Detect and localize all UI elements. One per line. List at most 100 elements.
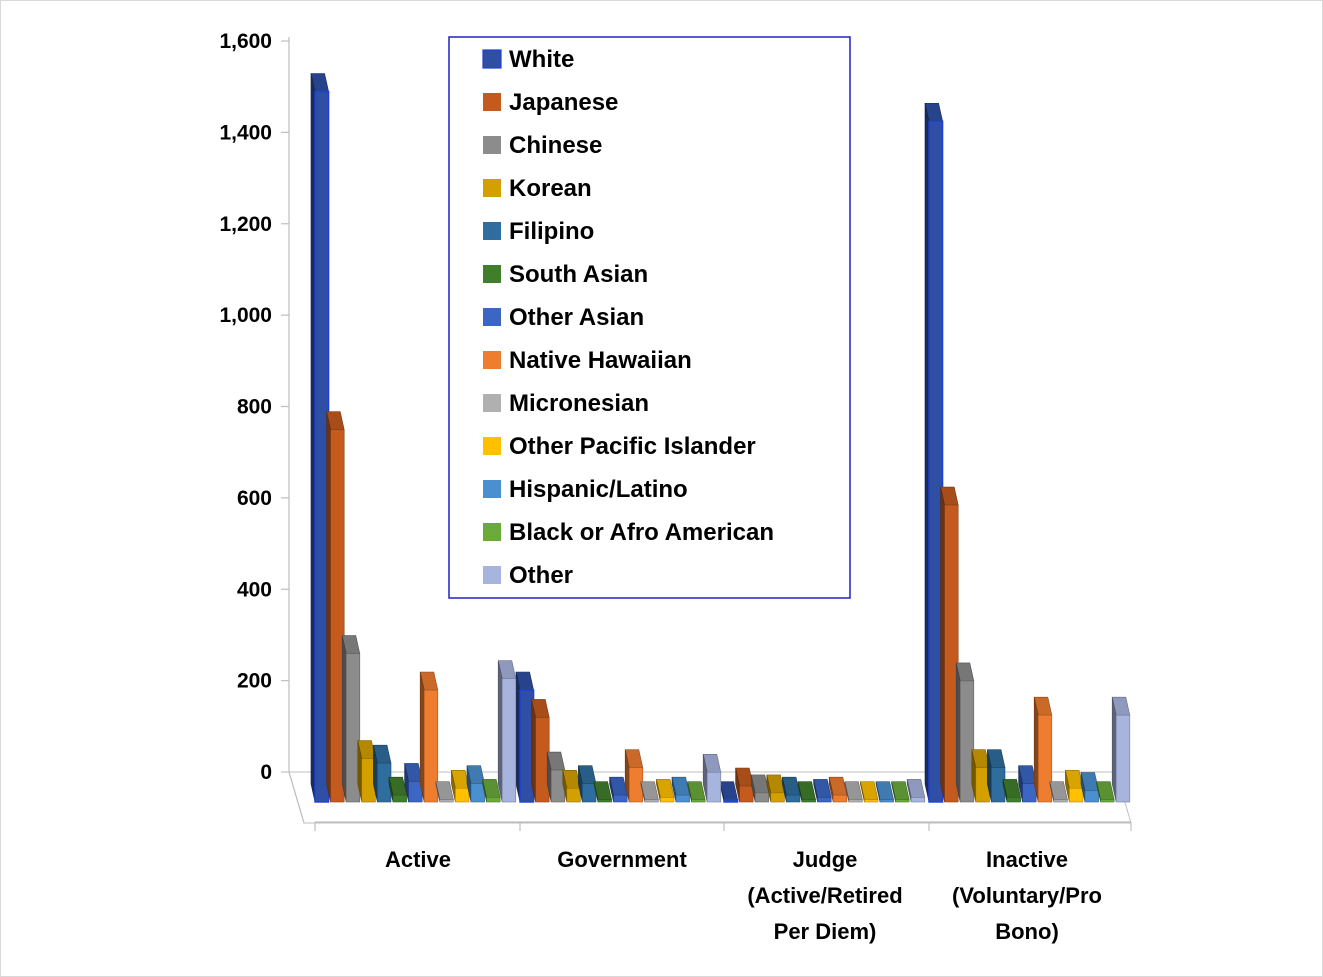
bar-front <box>1115 714 1131 803</box>
bar-front <box>910 797 926 803</box>
bar <box>940 486 959 803</box>
bar <box>1002 779 1021 803</box>
bar <box>593 781 612 803</box>
legend-swatch <box>483 308 501 326</box>
bar <box>451 769 470 803</box>
bar <box>955 662 975 803</box>
bar-front <box>1053 799 1068 803</box>
y-tick-label: 1,000 <box>219 304 272 327</box>
bar-side <box>940 486 945 803</box>
bar-side <box>341 635 347 803</box>
bar-front <box>928 120 944 803</box>
legend-swatch <box>482 49 502 69</box>
bar-front <box>770 792 785 803</box>
bar <box>750 774 770 803</box>
bar-side <box>955 662 961 803</box>
bar-front <box>470 783 485 803</box>
legend-swatch <box>483 523 501 541</box>
y-tick-label: 1,400 <box>219 121 272 144</box>
legend-swatch <box>483 566 501 584</box>
bar <box>373 744 392 803</box>
y-tick-label: 800 <box>237 396 272 419</box>
bar-front <box>1022 783 1037 803</box>
bar <box>466 765 485 803</box>
legend-label: Japanese <box>509 89 618 116</box>
bar <box>609 776 628 803</box>
bar-front <box>660 797 675 803</box>
bar-front <box>501 678 517 803</box>
legend-label: Filipino <box>509 218 594 245</box>
x-category-label: Government <box>557 847 687 872</box>
bar <box>578 765 597 803</box>
bar-front <box>330 429 345 803</box>
bar <box>860 781 879 803</box>
bar <box>828 776 848 803</box>
bar <box>435 781 454 803</box>
y-tick-label: 200 <box>237 670 272 693</box>
bar-side <box>1111 697 1117 803</box>
legend-label: Native Hawaiian <box>509 347 692 374</box>
bar-front <box>1084 790 1099 803</box>
bar <box>766 774 785 803</box>
x-category-label: Per Diem) <box>774 919 877 944</box>
bar-front <box>879 799 894 803</box>
bar <box>782 776 801 803</box>
bar <box>906 779 926 803</box>
bar <box>797 781 816 803</box>
legend-label: Micronesian <box>509 390 649 417</box>
bar-front <box>786 794 801 803</box>
legend-label: Black or Afro American <box>509 519 774 546</box>
bar-side <box>1033 697 1039 803</box>
legend-label: Other <box>509 562 573 589</box>
bar-side <box>497 660 503 803</box>
bar-front <box>723 799 739 803</box>
legend-label: South Asian <box>509 261 648 288</box>
bar-front <box>423 689 439 803</box>
bar <box>813 779 832 803</box>
bar <box>735 767 754 803</box>
bars <box>310 73 1131 803</box>
legend-label: White <box>509 46 574 73</box>
bar <box>971 749 990 803</box>
bar <box>875 781 894 803</box>
depth-axis-line <box>288 771 305 824</box>
bar <box>702 754 722 803</box>
bar-front <box>944 504 959 803</box>
bar-front <box>848 799 863 803</box>
legend-label: Chinese <box>509 132 602 159</box>
y-tick-label: 400 <box>237 578 272 601</box>
y-axis: 0 200 400 600 800 1,000 1,200 1,400 1,600 <box>219 30 289 784</box>
bar-front <box>801 799 816 803</box>
bar <box>546 751 566 803</box>
bar <box>844 781 863 803</box>
bar-front <box>1069 787 1084 803</box>
bar-front <box>345 653 361 803</box>
bar <box>1049 781 1068 803</box>
bar-front <box>959 680 975 803</box>
legend-label: Other Pacific Islander <box>509 433 756 460</box>
bar <box>1018 765 1037 803</box>
bar <box>357 740 376 803</box>
bar-front <box>1006 797 1021 803</box>
bar-front <box>754 792 770 803</box>
legend: White Japanese Chinese Korean Filipino South … <box>448 36 851 599</box>
legend-box <box>448 36 851 599</box>
bar <box>671 776 690 803</box>
y-tick-label: 600 <box>237 487 272 510</box>
legend-label: Other Asian <box>509 304 644 331</box>
bar <box>891 781 910 803</box>
bar-front <box>597 799 612 803</box>
bar <box>1111 696 1131 803</box>
legend-swatch <box>483 480 501 498</box>
bar <box>924 102 944 803</box>
bar <box>497 660 517 803</box>
bar <box>1065 769 1084 803</box>
bar-front <box>675 794 690 803</box>
bar-front <box>1100 799 1115 803</box>
bar-side <box>419 672 425 803</box>
bar <box>562 769 581 803</box>
bar-front <box>895 799 910 803</box>
legend-swatch <box>483 394 501 412</box>
bar-front <box>439 799 454 803</box>
